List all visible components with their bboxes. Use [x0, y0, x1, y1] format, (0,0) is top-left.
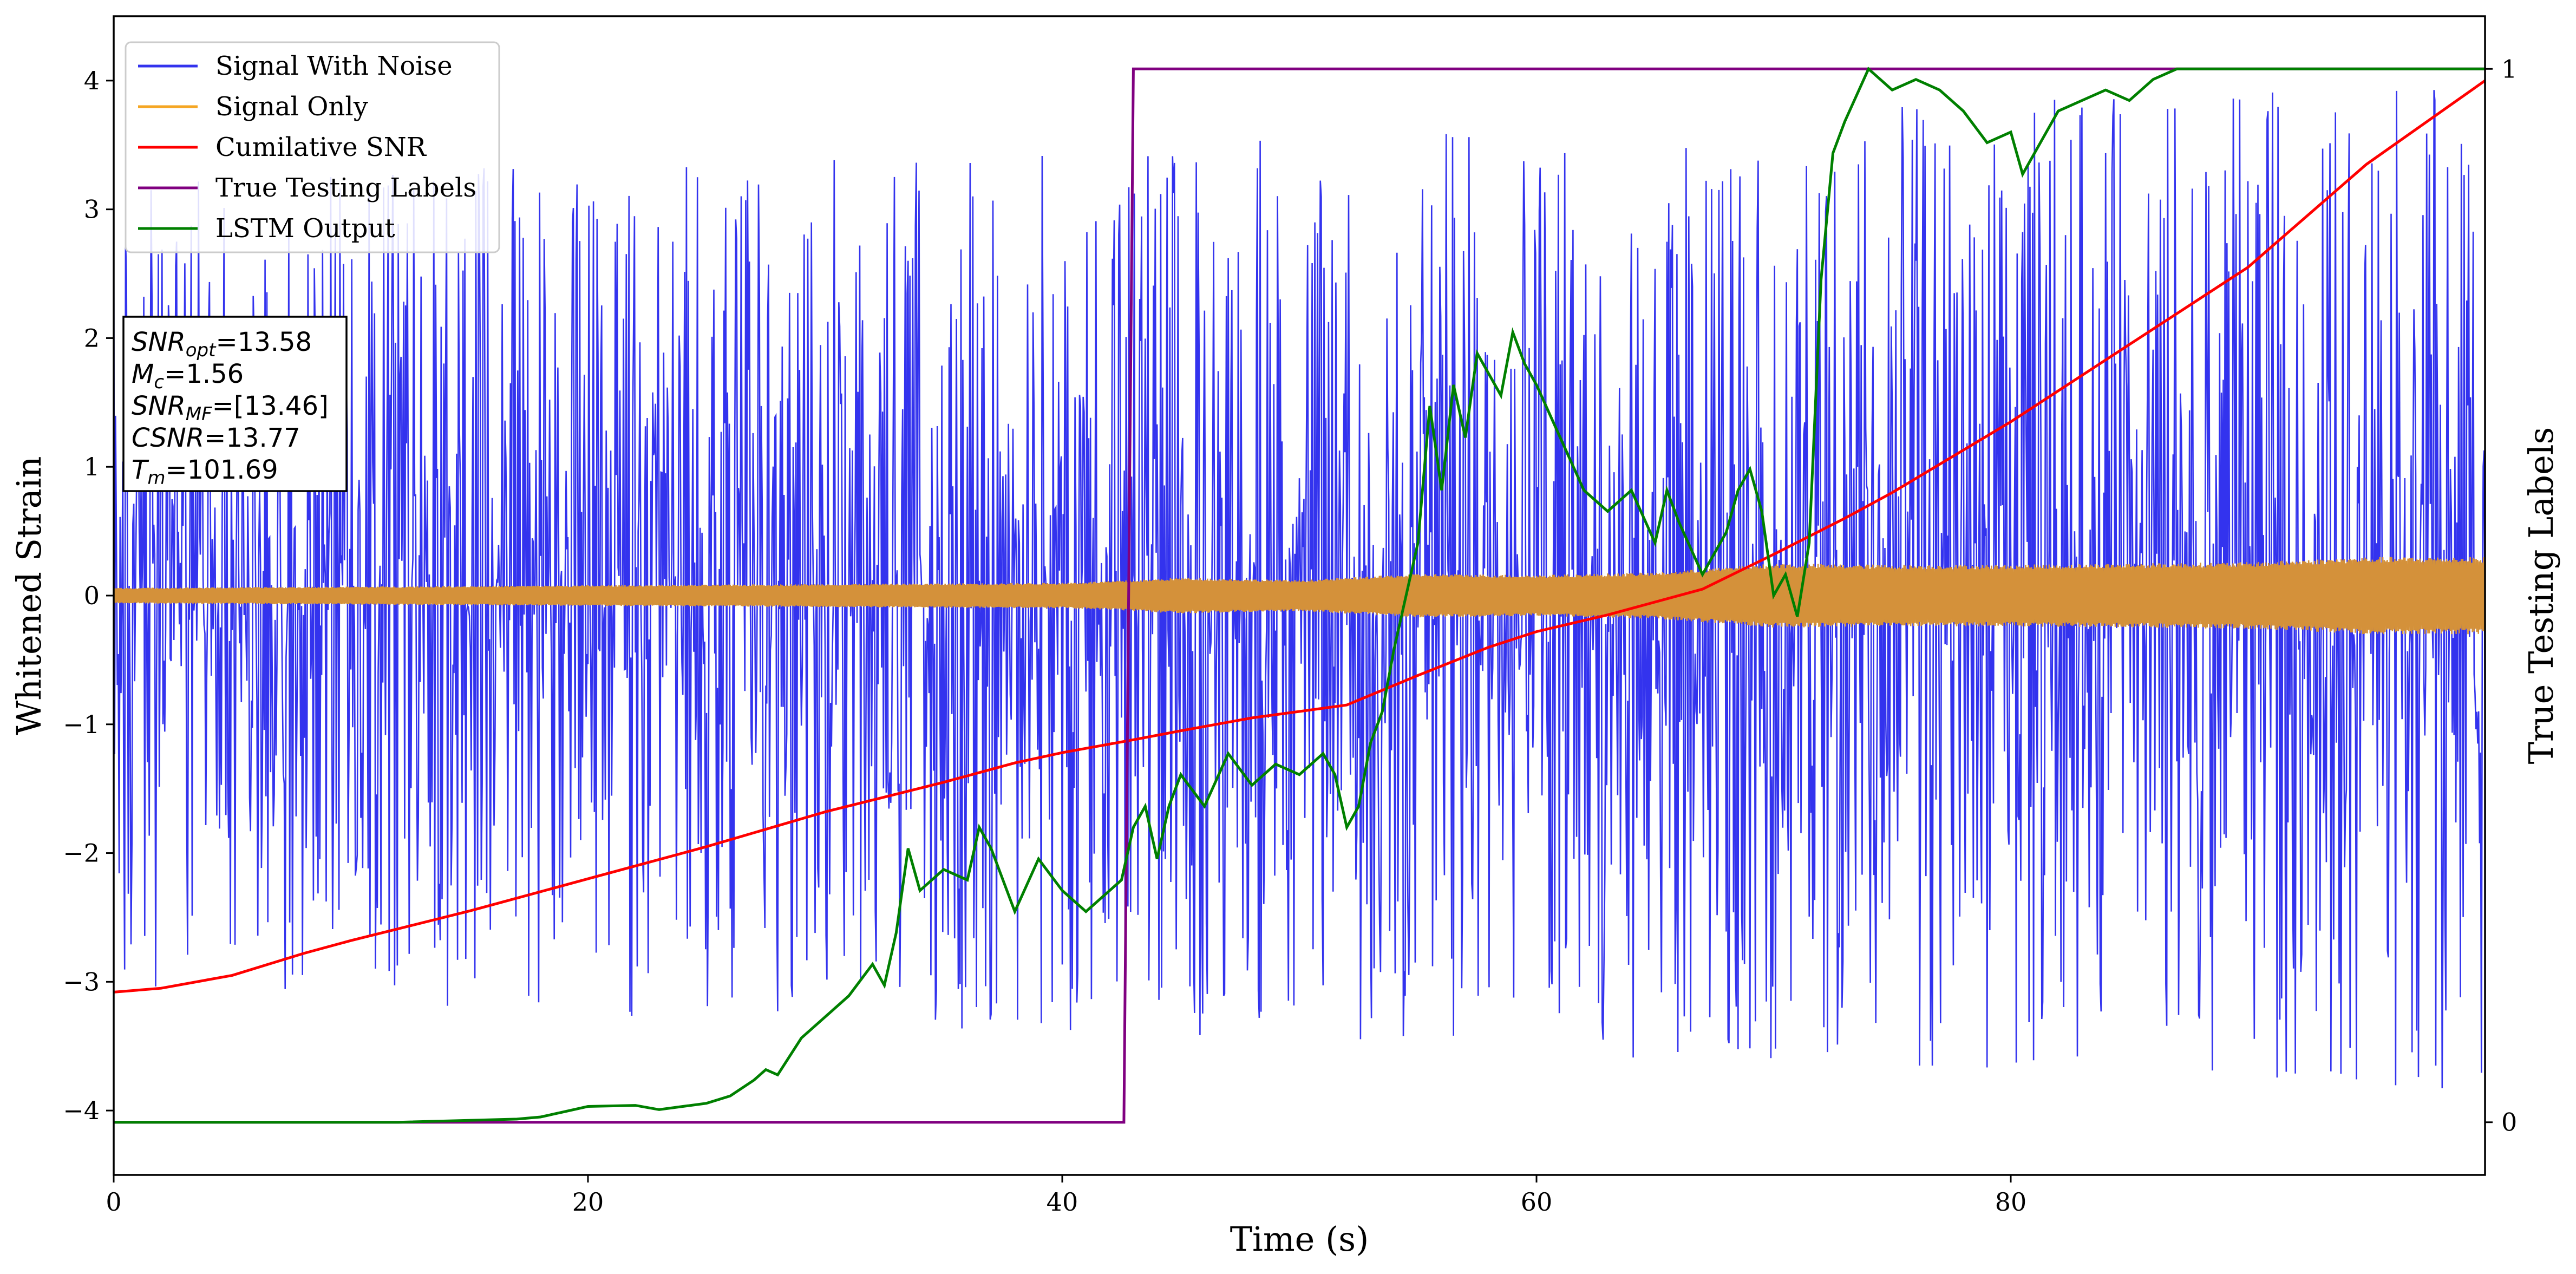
y-tick-label: −3 — [63, 967, 100, 996]
y-axis-right: 01 — [2485, 54, 2517, 1137]
legend-label: Cumilative SNR — [215, 132, 427, 162]
plot-area — [114, 67, 2485, 1124]
y-tick-label: −1 — [63, 710, 100, 739]
parameter-annotation: SNRopt=13.58Mc=1.56SNRMF=[13.46]CSNR=13.… — [122, 316, 348, 492]
x-tick-label: 60 — [1521, 1187, 1553, 1217]
y2-tick-label: 0 — [2501, 1108, 2517, 1137]
annotation-line: Mc=1.56 — [132, 359, 244, 393]
x-tick-label: 0 — [106, 1187, 121, 1217]
legend: Signal With Noise Signal Only Cumilative S… — [125, 41, 500, 253]
y-tick-label: −4 — [63, 1096, 100, 1125]
x-tick-label: 80 — [1995, 1187, 2027, 1217]
y-tick-label: 0 — [84, 581, 100, 610]
series-signal-only — [114, 557, 2485, 635]
y2-axis-title: True Testing Labels — [2521, 427, 2561, 765]
y-axis-title: Whitened Strain — [9, 456, 49, 735]
legend-label: Signal Only — [215, 92, 368, 122]
legend-label: Signal With Noise — [215, 51, 453, 81]
legend-box — [125, 41, 500, 253]
x-axis-title: Time (s) — [1230, 1219, 1369, 1259]
annotation-line: Tm=101.69 — [132, 455, 278, 489]
legend-label: True Testing Labels — [215, 173, 476, 203]
y-tick-label: 2 — [84, 323, 100, 352]
series-lstm-output — [114, 67, 2485, 1124]
series-signal-with-noise — [114, 90, 2485, 1088]
annotation-box — [122, 316, 348, 492]
series-cumulative-snr — [114, 79, 2485, 994]
annotation-line: SNRMF=[13.46] — [132, 391, 329, 425]
series-true-testing-labels — [114, 67, 2485, 1124]
x-axis: 0 20 40 60 80 — [106, 1175, 2026, 1217]
y-axis-left: −4 −3 −2 −1 0 1 2 3 4 — [63, 66, 114, 1125]
annotation-line: CSNR=13.77 — [132, 423, 300, 453]
annotation-line: SNRopt=13.58 — [132, 327, 312, 361]
x-tick-label: 20 — [572, 1187, 604, 1217]
y-tick-label: 3 — [84, 195, 100, 224]
x-tick-label: 40 — [1047, 1187, 1078, 1217]
y-tick-label: 4 — [84, 66, 100, 95]
legend-label: LSTM Output — [215, 213, 395, 244]
y-tick-label: −2 — [63, 839, 100, 868]
y-tick-label: 1 — [84, 452, 100, 481]
y2-tick-label: 1 — [2501, 54, 2517, 83]
